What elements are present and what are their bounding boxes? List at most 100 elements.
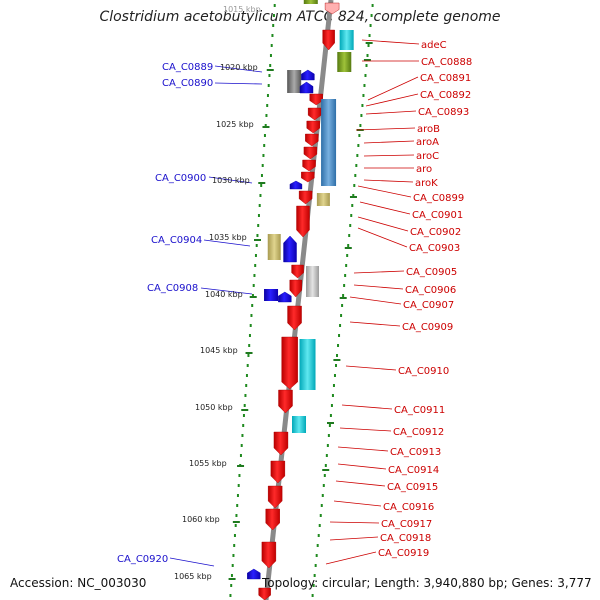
track-dot [265, 114, 268, 117]
track-dot [321, 494, 324, 497]
leader-line [367, 76, 419, 101]
gene-label-CA_C0917: CA_C0917 [381, 519, 432, 530]
gene-arrow [298, 190, 313, 205]
gene-arrow [305, 133, 319, 147]
gene-label-CA_C0912: CA_C0912 [393, 427, 444, 438]
track-dot [272, 14, 275, 17]
tick-label-1065: 1065 kbp [174, 572, 212, 581]
track-dot [318, 524, 321, 527]
gene-box [321, 99, 337, 186]
track-dot [370, 14, 373, 17]
leader-line [214, 82, 263, 85]
gene-arrow [301, 171, 315, 183]
tick-label-1035: 1035 kbp [209, 233, 247, 242]
leader-line [337, 446, 389, 452]
track-dot [317, 534, 320, 537]
leader-line [214, 65, 263, 73]
leader-line [169, 557, 215, 567]
scale-tick-labels: 1015 kbp 1020 kbp 1025 kbp 1030 kbp 1035… [174, 5, 261, 581]
track-dot [349, 224, 352, 227]
track-dot [353, 184, 356, 187]
gene-label-CA_C0905: CA_C0905 [406, 267, 457, 278]
leader-line [339, 427, 392, 432]
track-dot [339, 324, 342, 327]
track-dot [242, 424, 245, 427]
leader-line [329, 521, 380, 524]
track-dot [266, 104, 269, 107]
gene-label-aro: aro [416, 164, 432, 175]
gene-label-CA_C0915: CA_C0915 [387, 482, 438, 493]
track-dot [360, 114, 363, 117]
track-dot [229, 594, 232, 597]
gene-arrow [281, 336, 298, 390]
gene-label-aroC: aroC [416, 151, 439, 162]
track-dot [232, 554, 235, 557]
gene-arrow [247, 568, 261, 580]
tick-label-1020: 1020 kbp [220, 63, 258, 72]
scale-tick [258, 182, 266, 184]
track-dot [253, 274, 256, 277]
track-dot [231, 564, 234, 567]
track-dot [362, 94, 365, 97]
gene-arrow [309, 93, 323, 106]
track-dot [269, 64, 272, 67]
gene-box [316, 193, 330, 206]
track-dot [267, 84, 270, 87]
gene-label-CA_C0909: CA_C0909 [402, 322, 453, 333]
scale-tick [245, 352, 253, 354]
track-dot [329, 414, 332, 417]
gene-arrow [307, 107, 322, 121]
topology-text: Topology: circular; Length: 3,940,880 bp… [262, 576, 592, 590]
scale-tick [249, 296, 257, 298]
scale-tick [262, 126, 270, 128]
gene-box [299, 339, 316, 390]
track-dot [350, 214, 353, 217]
track-dot [255, 244, 258, 247]
scale-tick [363, 59, 371, 61]
track-dot [358, 134, 361, 137]
leader-line [333, 500, 382, 507]
scale-tick [254, 239, 261, 241]
track-dot [354, 174, 357, 177]
track-dot [241, 434, 244, 437]
gene-arrow [287, 305, 302, 331]
track-dot [322, 484, 325, 487]
scale-tick [322, 469, 330, 471]
tick-label-1045: 1045 kbp [200, 346, 238, 355]
track-dot [234, 524, 237, 527]
gene-label-CA_C0902: CA_C0902 [410, 227, 461, 238]
track-dot [256, 234, 259, 237]
gene-box [287, 70, 302, 93]
track-dot [364, 74, 367, 77]
track-dot [343, 284, 346, 287]
leader-line [329, 536, 379, 541]
gene-arrow [278, 291, 292, 303]
leader-line [349, 296, 402, 305]
track-dot [366, 54, 369, 57]
gene-arrow [299, 81, 314, 94]
leader-line [363, 154, 415, 157]
gene-arrow [302, 159, 316, 172]
gene-arrow [291, 264, 304, 279]
track-dot [369, 24, 372, 27]
track-dot [340, 314, 343, 317]
track-dot [355, 164, 358, 167]
track-dot [249, 324, 252, 327]
gene-label-CA_C0900: CA_C0900 [155, 173, 206, 184]
track-dot [352, 194, 355, 197]
scale-tick [228, 578, 236, 580]
gene-label-CA_C0907: CA_C0907 [403, 300, 454, 311]
track-dot [348, 234, 351, 237]
scale-tick [237, 465, 245, 467]
gene-label-CA_C0916: CA_C0916 [383, 502, 434, 513]
gene-label-CA_C0899: CA_C0899 [413, 193, 464, 204]
track-dot [242, 414, 245, 417]
gene-label-aroB: aroB [417, 124, 440, 135]
gene-arrow [273, 431, 289, 456]
leader-line [203, 239, 251, 247]
track-dot [344, 274, 347, 277]
track-dot [257, 224, 260, 227]
track-dot [371, 4, 374, 7]
scale-tick [333, 359, 341, 361]
